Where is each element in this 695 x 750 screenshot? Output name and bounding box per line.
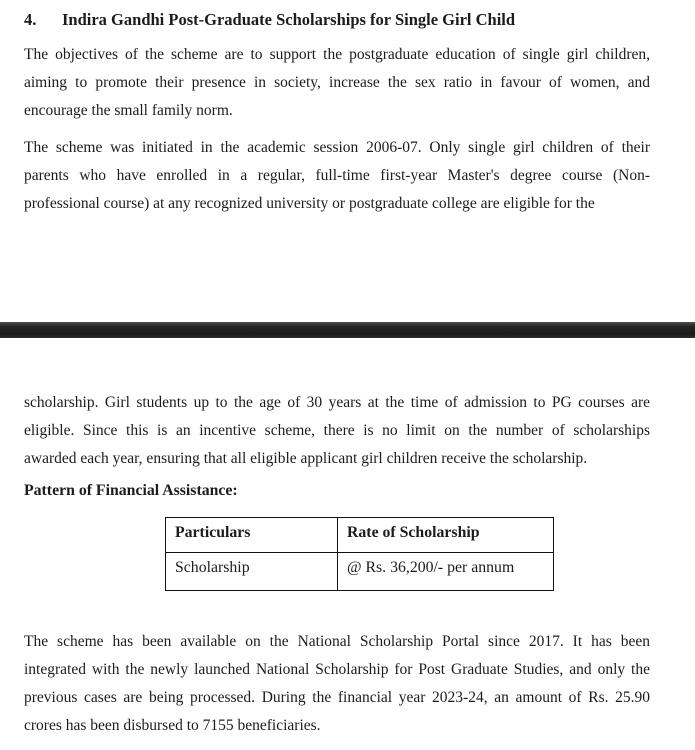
text-line: encourage the small family norm. [24,102,233,119]
table-cell-particulars: Scholarship [165,552,338,591]
text-line: eligible. Since this is an incentive sch… [24,422,650,439]
table-cell-rate: @ Rs. 36,200/- per annum [337,552,554,591]
text-line: crores has been disbursed to 7155 benefi… [24,717,321,734]
section-number: 4. [24,10,37,29]
table-row: Scholarship @ Rs. 36,200/- per annum [165,552,554,591]
text-line: previous cases are being processed. Duri… [24,689,650,706]
text-line: parents who have enrolled in a regular, … [24,167,650,184]
table-header-row: Particulars Rate of Scholarship [165,517,554,553]
text-line: The scheme has been available on the Nat… [24,633,650,650]
table-header-particulars: Particulars [165,517,338,553]
table-header-rate: Rate of Scholarship [337,517,554,553]
page-break-bar [0,322,695,338]
paragraph-eligibility: scholarship. Girl students up to the age… [24,389,650,473]
text-line: The objectives of the scheme are to supp… [24,46,650,63]
text-line: integrated with the newly launched Natio… [24,661,650,678]
paragraph-objectives: The objectives of the scheme are to supp… [24,41,650,125]
section-heading: 4. Indira Gandhi Post-Graduate Scholarsh… [24,10,650,30]
text-line: aiming to promote their presence in soci… [24,74,650,91]
paragraph-initiation: The scheme was initiated in the academic… [24,134,650,218]
text-line: The scheme was initiated in the academic… [24,139,650,156]
section-title: Indira Gandhi Post-Graduate Scholarships… [62,10,516,29]
paragraph-portal: The scheme has been available on the Nat… [24,628,650,740]
assistance-table: Particulars Rate of Scholarship Scholars… [165,517,554,591]
text-line: awarded each year, ensuring that all eli… [24,450,588,467]
financial-assistance-heading: Pattern of Financial Assistance: [24,482,238,499]
text-line: professional course) at any recognized u… [24,195,595,212]
text-line: scholarship. Girl students up to the age… [24,394,650,411]
